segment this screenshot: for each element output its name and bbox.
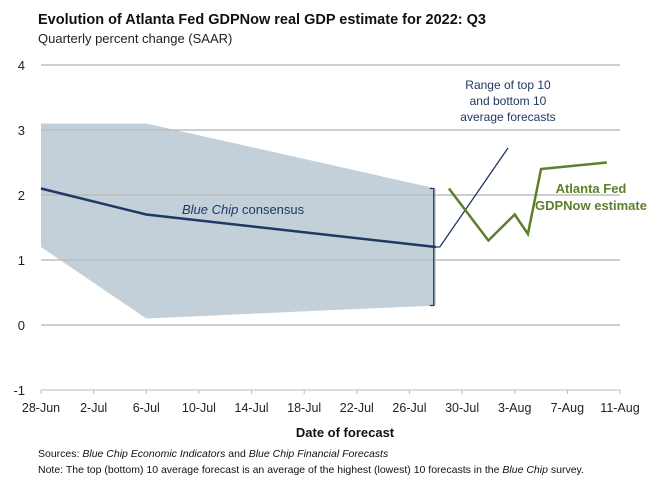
gdpnow-label-line1: Atlanta Fed [556,181,627,196]
source-1: Blue Chip Economic Indicators [82,448,226,460]
source-2: Blue Chip Financial Forecasts [248,448,389,460]
x-tick-label: 14-Jul [235,401,269,415]
note-text: The top (bottom) 10 average forecast is … [63,464,503,476]
x-tick-label: 26-Jul [392,401,426,415]
note-label: Note: [38,464,64,476]
y-tick-label: 3 [18,123,25,138]
y-tick-label: 0 [18,318,25,333]
chart-subtitle: Quarterly percent change (SAAR) [38,31,233,46]
x-tick-label: 2-Jul [80,401,107,415]
y-tick-label: 2 [18,188,25,203]
sources-label: Sources: [38,448,80,460]
sources-and: and [225,448,249,460]
gdpnow-line [447,161,607,243]
x-tick-label: 28-Jun [22,401,60,415]
x-axis-label: Date of forecast [295,425,395,440]
annotation-leader [439,147,509,248]
gdpnow-label-line2: GDPNow estimate [535,198,647,213]
x-tick-label: 6-Jul [133,401,160,415]
footnote: Note: The top (bottom) 10 average foreca… [38,464,584,476]
x-tick-label: 10-Jul [182,401,216,415]
sources-note: Sources: Blue Chip Economic Indicators a… [38,448,388,460]
note-end: survey. [547,464,584,476]
range-band [41,123,436,319]
blue-chip-label: Blue Chip consensus [182,202,305,217]
y-tick-label: -1 [13,383,25,398]
x-tick-label: 11-Aug [600,401,639,415]
note-italic: Blue Chip [502,464,548,476]
chart-title: Evolution of Atlanta Fed GDPNow real GDP… [38,12,486,28]
x-tick-label: 3-Aug [498,401,531,415]
x-tick-label: 18-Jul [287,401,321,415]
y-tick-label: 1 [18,253,25,268]
annotation-label: and bottom 10 [470,94,547,108]
x-tick-label: 22-Jul [340,401,374,415]
x-tick-label: 30-Jul [445,401,479,415]
annotation-label: Range of top 10 [465,78,551,92]
y-tick-label: 4 [18,58,25,73]
x-tick-label: 7-Aug [551,401,584,415]
annotation-label: average forecasts [460,110,555,124]
